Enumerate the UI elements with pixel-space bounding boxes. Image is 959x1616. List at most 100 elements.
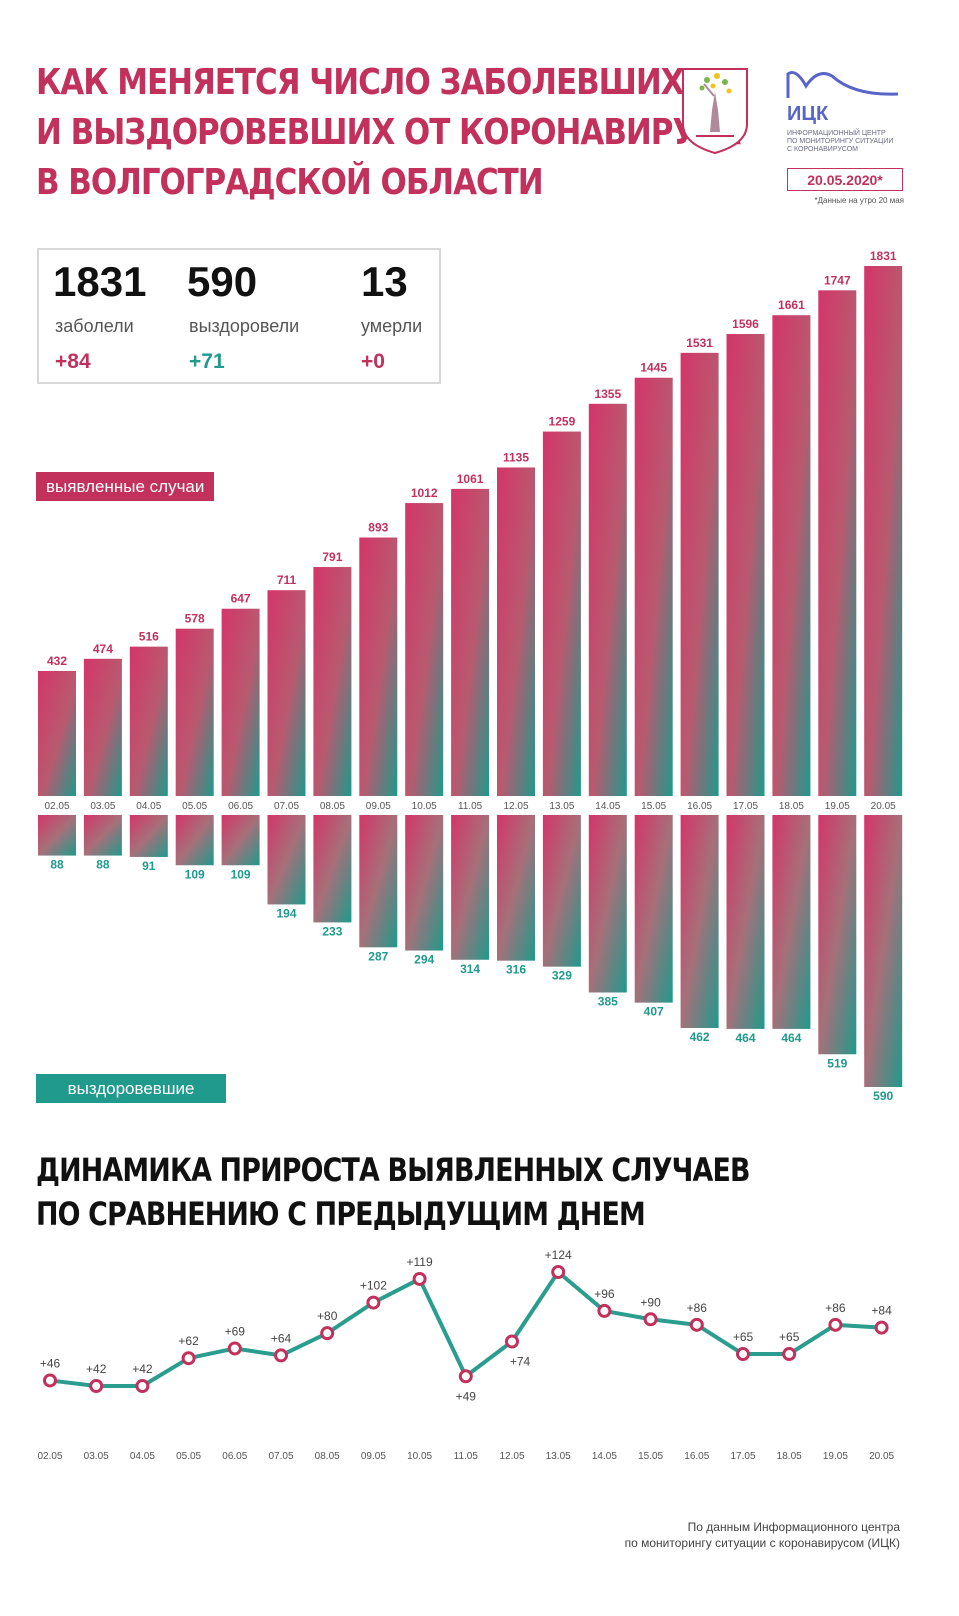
growth-point-20.05 (874, 1320, 889, 1335)
bar-detected-18.05 (772, 315, 811, 796)
bar-category-label-13.05: 13.05 (549, 801, 574, 812)
stats-summary-box: 1831 заболели +84 590 выздоровели +71 13… (37, 248, 441, 384)
ick-logo-name: ИЦК (787, 103, 829, 125)
bar-recovered-label-06.05: 109 (231, 867, 251, 881)
bar-recovered-14.05 (588, 815, 627, 993)
bar-detected-label-10.05: 1012 (411, 486, 438, 500)
bar-recovered-16.05 (680, 815, 719, 1028)
bar-recovered-label-20.05: 590 (873, 1089, 893, 1103)
stat-deaths-value: 13 (361, 258, 408, 305)
bar-detected-label-07.05: 711 (277, 573, 297, 587)
bar-recovered-label-19.05: 519 (827, 1056, 847, 1070)
bar-detected-15.05 (634, 377, 673, 796)
bar-recovered-label-05.05: 109 (185, 867, 205, 881)
bar-detected-02.05 (38, 670, 76, 796)
growth-category-label-09.05: 09.05 (361, 1451, 386, 1462)
growth-value-label-19.05: +86 (825, 1301, 846, 1315)
bar-detected-label-05.05: 578 (185, 612, 205, 626)
bar-detected-13.05 (542, 431, 581, 796)
stat-deaths-delta: +0 (361, 350, 385, 373)
bar-detected-label-20.05: 1831 (870, 249, 897, 263)
source-note: По данным Информационного центра по мони… (480, 1519, 900, 1551)
bar-detected-label-11.05: 1061 (457, 472, 484, 486)
bar-detected-label-04.05: 516 (139, 630, 159, 644)
growth-category-label-06.05: 06.05 (222, 1451, 247, 1462)
stat-infected-label: заболели (55, 316, 134, 336)
growth-point-07.05 (274, 1348, 288, 1363)
growth-value-label-16.05: +86 (687, 1301, 708, 1315)
growth-value-label-18.05: +65 (779, 1330, 800, 1344)
growth-category-label-15.05: 15.05 (638, 1451, 663, 1462)
bar-detected-03.05 (83, 658, 122, 796)
stat-recovered-delta: +71 (189, 350, 225, 373)
growth-category-label-07.05: 07.05 (268, 1451, 293, 1462)
growth-category-label-17.05: 17.05 (730, 1451, 755, 1462)
bar-recovered-02.05 (38, 815, 76, 856)
bar-recovered-label-03.05: 88 (96, 858, 110, 872)
bar-detected-label-12.05: 1135 (503, 450, 529, 464)
bar-detected-label-16.05: 1531 (686, 336, 713, 350)
growth-category-label-18.05: 18.05 (777, 1451, 802, 1462)
growth-value-label-14.05: +96 (594, 1287, 615, 1301)
bar-category-label-14.05: 14.05 (595, 801, 620, 812)
bar-detected-label-06.05: 647 (231, 592, 251, 606)
bar-detected-14.05 (588, 403, 627, 796)
bar-recovered-12.05 (497, 815, 535, 961)
bar-detected-20.05 (864, 266, 903, 796)
growth-category-label-04.05: 04.05 (130, 1451, 155, 1462)
stat-deaths-label: умерли (361, 316, 423, 336)
growth-point-12.05 (505, 1334, 519, 1349)
bar-detected-label-14.05: 1355 (594, 387, 621, 401)
bar-detected-05.05 (175, 628, 214, 796)
growth-line (49, 1270, 882, 1388)
bar-detected-label-02.05: 432 (47, 654, 67, 668)
growth-value-label-10.05: +119 (407, 1255, 433, 1269)
bar-recovered-04.05 (129, 815, 168, 857)
bar-detected-06.05 (221, 608, 260, 796)
growth-category-label-19.05: 19.05 (823, 1451, 848, 1462)
bar-recovered-label-08.05: 233 (322, 924, 342, 938)
bar-category-label-07.05: 07.05 (274, 801, 299, 812)
stat-recovered-label: выздоровели (189, 316, 300, 336)
growth-category-label-14.05: 14.05 (592, 1451, 617, 1462)
bar-detected-label-17.05: 1596 (732, 317, 759, 331)
bar-detected-12.05 (497, 467, 535, 796)
growth-value-label-17.05: +65 (733, 1330, 754, 1344)
growth-category-label-13.05: 13.05 (546, 1451, 571, 1462)
volgograd-coat-of-arms-icon (682, 68, 748, 155)
legend-recovered: выздоровевшие (36, 1074, 226, 1103)
growth-point-13.05 (551, 1265, 566, 1279)
ick-logo-icon (786, 71, 899, 98)
growth-value-label-09.05: +102 (360, 1279, 387, 1293)
bar-recovered-label-04.05: 91 (142, 859, 156, 873)
growth-value-label-15.05: +90 (640, 1295, 661, 1309)
bar-recovered-label-16.05: 462 (690, 1030, 710, 1044)
growth-point-14.05 (597, 1303, 612, 1318)
growth-point-09.05 (366, 1295, 381, 1310)
growth-value-label-11.05: +49 (456, 1389, 477, 1403)
bar-category-label-09.05: 09.05 (366, 801, 391, 812)
growth-value-label-06.05: +69 (225, 1324, 246, 1338)
bar-category-label-17.05: 17.05 (733, 801, 758, 812)
bar-recovered-label-18.05: 464 (781, 1031, 801, 1045)
growth-value-label-20.05: +84 (871, 1304, 892, 1318)
growth-point-04.05 (135, 1379, 150, 1393)
title-line-1: КАК МЕНЯЕТСЯ ЧИСЛО ЗАБОЛЕВШИХ (36, 62, 685, 103)
bar-recovered-label-11.05: 314 (460, 962, 480, 976)
bar-category-label-02.05: 02.05 (44, 801, 69, 812)
bar-recovered-07.05 (267, 815, 306, 905)
growth-value-label-13.05: +124 (545, 1248, 572, 1262)
bar-recovered-label-10.05: 294 (414, 953, 434, 967)
growth-category-label-02.05: 02.05 (37, 1451, 62, 1462)
bar-recovered-06.05 (221, 815, 260, 866)
bar-detected-17.05 (726, 334, 765, 796)
stat-infected-value: 1831 (53, 258, 147, 305)
source-line-2: по мониторингу ситуации с коронавирусом … (624, 1536, 900, 1550)
bar-detected-label-03.05: 474 (93, 642, 113, 656)
bar-category-label-11.05: 11.05 (458, 801, 483, 812)
growth-value-label-04.05: +42 (132, 1362, 153, 1376)
bar-recovered-13.05 (542, 815, 581, 967)
growth-point-18.05 (782, 1347, 797, 1362)
ick-logo-subtitle-3: С КОРОНАВИРУСОМ (787, 146, 858, 153)
source-line-1: По данным Информационного центра (687, 1520, 900, 1534)
